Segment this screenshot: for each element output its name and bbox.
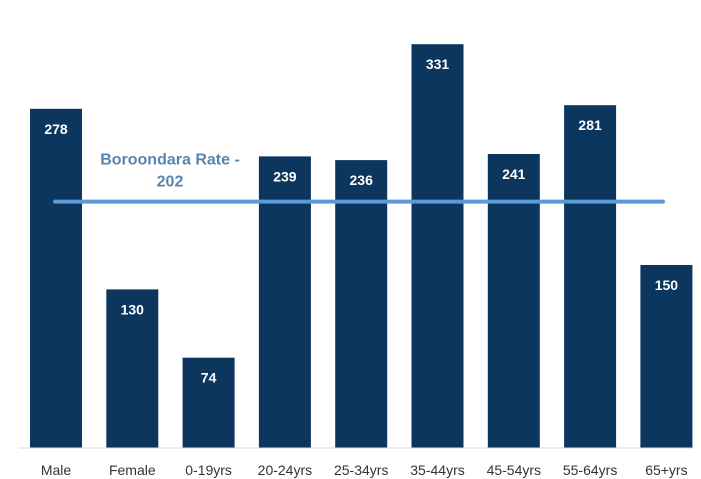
bar-value-label: 281 <box>578 117 602 133</box>
bar-55-64yrs <box>564 105 617 448</box>
x-tick-label: 25-34yrs <box>334 462 388 478</box>
x-tick-label: 65+yrs <box>645 462 687 478</box>
x-tick-label: 0-19yrs <box>185 462 232 478</box>
x-tick-label: Female <box>109 462 156 478</box>
bar-45-54yrs <box>487 154 540 448</box>
bar-25-34yrs <box>335 160 388 448</box>
bar-value-label: 74 <box>201 370 217 386</box>
bar-35-44yrs <box>411 44 464 448</box>
reference-line-label-line2: 202 <box>157 174 184 191</box>
bar-20-24yrs <box>258 156 311 448</box>
bar-value-label: 130 <box>121 301 145 317</box>
x-tick-label: 45-54yrs <box>487 462 541 478</box>
bar-value-label: 331 <box>426 56 450 72</box>
bar-male <box>30 108 82 449</box>
x-tick-label: Male <box>41 462 72 478</box>
bars-group <box>30 44 693 449</box>
bar-value-label: 236 <box>350 172 374 188</box>
bar-value-label: 239 <box>273 168 297 184</box>
x-tick-labels-group: Male Female 0-19yrs 20-24yrs 25-34yrs 35-44yr… <box>41 462 688 478</box>
bar-65-yrs <box>640 265 693 448</box>
x-tick-label: 20-24yrs <box>258 462 312 478</box>
bar-value-label: 150 <box>655 277 679 293</box>
bar-value-label: 241 <box>502 166 526 182</box>
x-tick-label: 55-64yrs <box>563 462 617 478</box>
bar-value-label: 278 <box>44 121 68 137</box>
value-labels-group: 278 130 74 239 236 331 241 281 150 <box>44 56 678 386</box>
bar-0-19yrs <box>182 357 235 448</box>
reference-line-label-line1: Boroondara Rate - <box>100 152 240 169</box>
bar-female <box>106 289 159 448</box>
x-tick-label: 35-44yrs <box>410 462 464 478</box>
